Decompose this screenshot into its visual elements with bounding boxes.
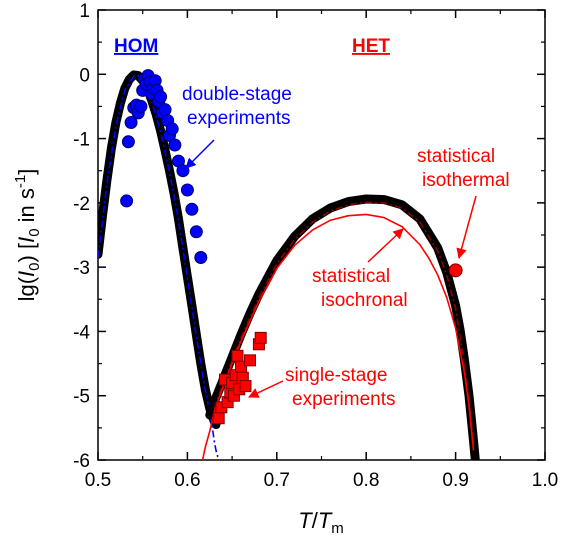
- isochronal-label-line2: isochronal: [321, 290, 408, 311]
- double-stage-point: [165, 122, 179, 136]
- single-stage-point: [231, 349, 244, 362]
- double-stage-label-line1: double-stage: [182, 84, 292, 105]
- single-stage-label-line1: single-stage: [285, 365, 387, 386]
- double-stage-point: [120, 194, 134, 208]
- y-tick-label: -3: [73, 258, 90, 279]
- double-stage-point: [158, 103, 172, 117]
- y-axis-title: lg(I0) [I0 in s-1]: [12, 169, 43, 302]
- series-curve-blue-dashdot: [98, 74, 221, 460]
- isothermal-label-line2: isothermal: [422, 170, 510, 191]
- y-tick-label: -4: [73, 322, 90, 343]
- y-tick-label: -1: [73, 130, 90, 151]
- x-tick-label: 1.0: [532, 470, 558, 491]
- double-stage-point: [180, 183, 194, 197]
- y-tick-label: 1: [79, 1, 90, 22]
- double-stage-point: [124, 116, 138, 129]
- series-curve-red-thin: [201, 213, 475, 460]
- single-stage-point: [239, 380, 252, 393]
- double-stage-point: [185, 202, 199, 216]
- isothermal-arrow: [456, 195, 477, 260]
- het-label: HET: [352, 36, 390, 57]
- single-stage-point: [254, 331, 267, 344]
- isothermal-point: [448, 263, 463, 278]
- double-stage-arrow: [185, 139, 215, 169]
- x-tick-label: 0.9: [442, 470, 468, 491]
- x-tick-label: 0.5: [85, 470, 111, 491]
- single-stage-point: [212, 412, 225, 425]
- hom-label: HOM: [114, 36, 158, 57]
- x-tick-label: 0.6: [174, 470, 200, 491]
- isochronal-arrow: [367, 228, 404, 263]
- single-stage-point: [243, 354, 256, 367]
- y-tick-label: -2: [73, 194, 90, 215]
- double-stage-point: [154, 90, 168, 104]
- axis-tick-labels: 0.5 0.6 0.7 0.8 0.9 1.0 1 0 -1 -2 -3 -4 -5 -6: [73, 1, 558, 491]
- double-stage-point: [168, 138, 182, 152]
- plot-area: [98, 69, 480, 460]
- single-stage-label-line2: experiments: [292, 389, 396, 410]
- x-tick-label: 0.8: [353, 470, 379, 491]
- y-tick-label: -5: [73, 387, 90, 408]
- single-stage-arrow: [248, 380, 284, 398]
- series-curve-black-thick: [205, 194, 480, 460]
- double-stage-point: [194, 251, 208, 264]
- isothermal-label-line1: statistical: [417, 146, 495, 167]
- x-axis-title: T/Tm: [298, 508, 344, 537]
- double-stage-point: [134, 99, 148, 113]
- double-stage-point: [121, 135, 135, 149]
- double-stage-point: [189, 225, 203, 239]
- y-tick-label: 0: [79, 65, 90, 86]
- double-stage-label-line2: experiments: [187, 108, 291, 129]
- x-tick-label: 0.7: [264, 470, 290, 491]
- y-tick-label: -6: [73, 451, 90, 472]
- isochronal-label-line1: statistical: [312, 266, 390, 287]
